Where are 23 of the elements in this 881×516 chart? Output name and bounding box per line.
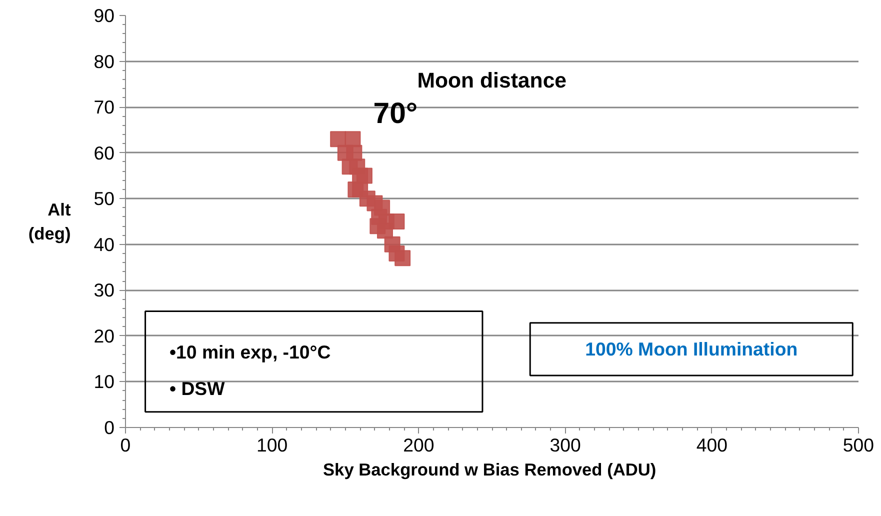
x-tick-label: 300 (550, 434, 581, 456)
annotation: 100% Moon Illumination (585, 338, 798, 360)
y-tick-label: 20 (94, 325, 115, 346)
y-tick-label: 80 (94, 50, 115, 72)
annotation: 70° (373, 96, 418, 130)
y-tick-label: 10 (94, 371, 115, 392)
x-tick-label: 100 (256, 434, 288, 456)
y-axis-title: Alt (deg) (28, 200, 71, 244)
annotation: •10 min exp, -10°C (169, 341, 331, 362)
y-tick-label: 30 (94, 280, 115, 301)
y-tick-label: 60 (94, 142, 115, 164)
y-tick-label: 40 (94, 234, 115, 255)
y-tick-label: 0 (104, 417, 115, 438)
x-tick-label: 500 (842, 434, 874, 456)
y-tick-label: 90 (94, 5, 115, 26)
annotation: • DSW (169, 378, 226, 400)
x-tick-label: 0 (120, 434, 131, 456)
y-tick-label: 70 (94, 96, 115, 118)
x-axis-title: Sky Background w Bias Removed (ADU) (323, 460, 656, 480)
x-tick-label: 400 (696, 434, 728, 456)
annotation: Moon distance (417, 68, 567, 93)
x-tick-label: 200 (403, 434, 434, 456)
y-tick-label: 50 (94, 188, 115, 210)
